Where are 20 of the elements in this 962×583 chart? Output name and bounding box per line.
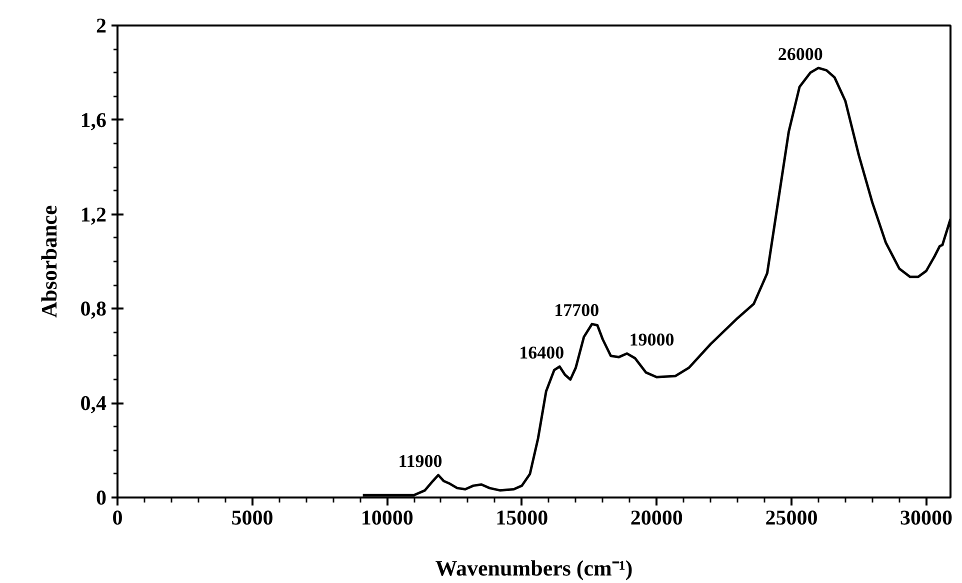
annotation: 16400 xyxy=(519,342,564,363)
x-tick-label: 0 xyxy=(112,506,123,530)
x-tick-label: 15000 xyxy=(496,506,548,530)
annotation: 17700 xyxy=(554,300,600,320)
annotation: 19000 xyxy=(629,330,674,350)
x-tick-label: 5000 xyxy=(231,506,274,530)
x-tick-label: 25000 xyxy=(765,506,818,530)
x-axis-title: Wavenumbers (cm⁻¹) xyxy=(435,556,633,580)
y-tick-label: 0,8 xyxy=(80,296,106,321)
x-tick-label: 10000 xyxy=(360,506,414,530)
y-tick-label: 0,4 xyxy=(80,391,107,416)
y-tick-label: 0 xyxy=(96,486,106,510)
y-tick-label: 1,6 xyxy=(80,108,106,132)
y-axis-title: Absorbance xyxy=(36,205,62,318)
y-tick-label: 1,2 xyxy=(80,202,106,226)
annotation: 11900 xyxy=(398,451,442,472)
x-tick-label: 30000 xyxy=(900,506,952,530)
x-tick-label: 20000 xyxy=(630,506,683,530)
y-tick-label: 2 xyxy=(96,14,106,38)
annotation: 26000 xyxy=(778,44,823,64)
